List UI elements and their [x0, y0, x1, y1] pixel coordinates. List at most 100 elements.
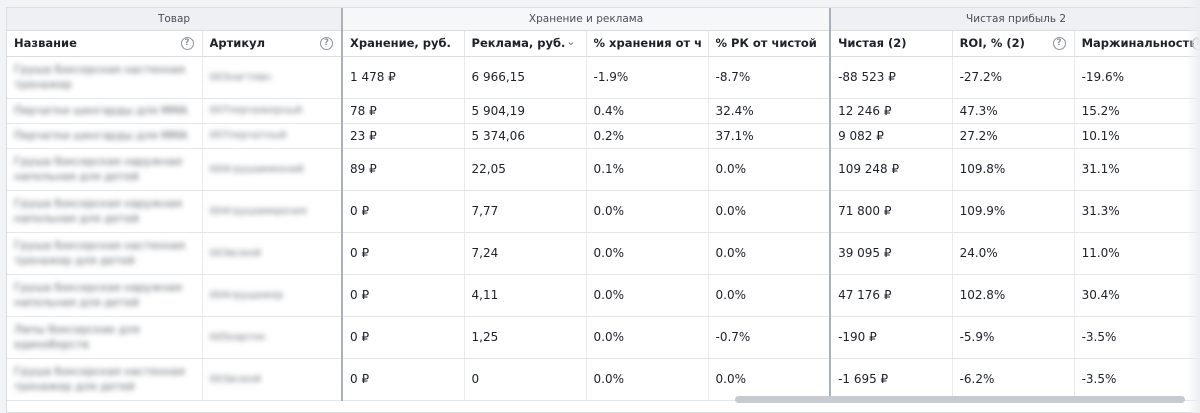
column-header-margin[interactable]: Маржинальность ? — [1074, 30, 1200, 57]
cell-net: 71 800 ₽ — [830, 190, 953, 233]
cell-ad-pct: 0.0% — [708, 232, 832, 275]
sort-chevron-down-icon[interactable]: ⌄ — [566, 34, 576, 48]
cell-net: 47 176 ₽ — [830, 274, 953, 317]
column-header-label: Артикул — [209, 36, 266, 51]
cell-margin: 11.0% — [1074, 232, 1200, 275]
column-header-name[interactable]: Название ? — [7, 30, 203, 57]
help-icon[interactable]: ? — [320, 36, 334, 50]
cell-storage: 23 ₽ — [342, 123, 465, 149]
cell-ads: 22,05 — [464, 148, 587, 191]
column-header-label: Хранение, руб. — [350, 36, 451, 51]
cell-storage-pct: 0.0% — [586, 358, 709, 401]
cell-storage: 89 ₽ — [342, 148, 465, 191]
cell-net: 12 246 ₽ — [830, 98, 953, 124]
cell-margin: 15.2% — [1074, 98, 1200, 124]
cell-margin: 31.3% — [1074, 190, 1200, 233]
product-sku: 003нагтевн — [209, 71, 271, 83]
cell-roi: -5.9% — [952, 316, 1075, 359]
product-name: Груша боксерская наружная напольная для … — [14, 155, 182, 183]
table-row[interactable]: Груша боксерская настенная тренажер 003н… — [7, 56, 1200, 99]
column-header-label: % хранения от чисто — [593, 36, 701, 51]
cell-net: 39 095 ₽ — [830, 232, 953, 275]
cell-ad-pct: 0.0% — [708, 190, 832, 233]
group-header-storage-ads: Хранение и реклама — [342, 8, 832, 31]
cell-margin: 31.1% — [1074, 148, 1200, 191]
cell-storage: 0 ₽ — [342, 358, 465, 401]
column-header-label: Реклама, руб. — [471, 36, 566, 51]
help-icon[interactable]: ? — [1052, 36, 1066, 50]
column-header-label: Чистая (2) — [838, 36, 907, 51]
cell-storage: 0 ₽ — [342, 316, 465, 359]
product-sku: 005картое — [209, 331, 266, 343]
column-header-roi[interactable]: ROI, % (2) ? — [952, 30, 1075, 57]
product-name: Перчатки шенгарды для ММА — [14, 129, 188, 142]
product-sku: 007перчатный — [209, 130, 287, 141]
cell-storage-pct: 0.2% — [586, 123, 709, 149]
table-row[interactable]: Груша боксерская настенная тренажер для … — [7, 358, 1200, 401]
column-header-ads[interactable]: Реклама, руб. ⌄ — [464, 30, 587, 57]
cell-net: -1 695 ₽ — [830, 358, 953, 401]
cell-roi: 109.9% — [952, 190, 1075, 233]
column-header-label: Маржинальность — [1081, 36, 1194, 51]
column-header-label: % РК от чистой — [715, 36, 817, 51]
cell-net: 109 248 ₽ — [830, 148, 953, 191]
cell-roi: -6.2% — [952, 358, 1075, 401]
cell-margin: 10.1% — [1074, 123, 1200, 149]
product-name: Груша боксерская настенная тренажер — [14, 63, 185, 91]
product-name: Груша боксерская наружная напольная для … — [14, 281, 182, 309]
column-header-net[interactable]: Чистая (2) — [830, 30, 953, 57]
cell-storage-pct: -1.9% — [586, 56, 709, 99]
cell-ads: 4,11 — [464, 274, 587, 317]
product-sku: 004грушамжений — [209, 163, 304, 175]
help-icon[interactable]: ? — [180, 36, 194, 50]
cell-storage-pct: 0.0% — [586, 316, 709, 359]
profit-table-panel: Товар Хранение и реклама Чистая прибыль … — [6, 7, 1200, 413]
cell-storage-pct: 0.4% — [586, 98, 709, 124]
cell-margin: -19.6% — [1074, 56, 1200, 99]
horizontal-scrollbar[interactable] — [735, 396, 1185, 403]
product-sku: 004грушамерения — [209, 205, 307, 217]
product-sku: 003всюой — [209, 373, 262, 385]
cell-roi: 109.8% — [952, 148, 1075, 191]
table-row[interactable]: Перчатки шенгарды для ММА 007перчатный 2… — [7, 123, 1200, 149]
product-sku: 003всюой — [209, 247, 262, 259]
cell-storage: 0 ₽ — [342, 274, 465, 317]
cell-storage-pct: 0.0% — [586, 274, 709, 317]
profit-table: Товар Хранение и реклама Чистая прибыль … — [7, 8, 1200, 401]
column-header-storage[interactable]: Хранение, руб. — [342, 30, 465, 57]
cell-ads: 5 904,19 — [464, 98, 587, 124]
cell-margin: -3.5% — [1074, 316, 1200, 359]
cell-storage: 0 ₽ — [342, 232, 465, 275]
cell-roi: -27.2% — [952, 56, 1075, 99]
cell-storage-pct: 0.0% — [586, 232, 709, 275]
cell-ad-pct: 0.0% — [708, 274, 832, 317]
table-row[interactable]: Перчатки шенгарды для ММА 007перчажерный… — [7, 98, 1200, 124]
cell-ad-pct: 32.4% — [708, 98, 832, 124]
cell-ad-pct: 0.0% — [708, 148, 832, 191]
cell-ad-pct: -0.7% — [708, 316, 832, 359]
cell-storage: 1 478 ₽ — [342, 56, 465, 99]
cell-roi: 24.0% — [952, 232, 1075, 275]
table-row[interactable]: Груша боксерская наружная напольная для … — [7, 274, 1200, 317]
cell-roi: 102.8% — [952, 274, 1075, 317]
column-header-storage-pct[interactable]: % хранения от чисто — [586, 30, 709, 57]
group-header-net-profit: Чистая прибыль 2 — [830, 8, 1200, 31]
product-name: Груша боксерская настенная тренажер для … — [14, 365, 185, 393]
table-row[interactable]: Груша боксерская наружная напольная для … — [7, 190, 1200, 233]
column-header-label: Название — [14, 36, 77, 51]
cell-storage-pct: 0.1% — [586, 148, 709, 191]
cell-storage: 0 ₽ — [342, 190, 465, 233]
product-name: Перчатки шенгарды для ММА — [14, 104, 188, 117]
table-row[interactable]: Груша боксерская наружная напольная для … — [7, 148, 1200, 191]
cell-storage-pct: 0.0% — [586, 190, 709, 233]
column-header-sku[interactable]: Артикул ? — [202, 30, 344, 57]
cell-ads: 5 374,06 — [464, 123, 587, 149]
table-row[interactable]: Груша боксерская настенная тренажер для … — [7, 232, 1200, 275]
table-row[interactable]: Лапы боксерские для единоборств 005карто… — [7, 316, 1200, 359]
product-sku: 004грущажер — [209, 289, 284, 301]
column-header-label: ROI, % (2) — [959, 36, 1025, 51]
cell-net: -190 ₽ — [830, 316, 953, 359]
cell-ads: 7,24 — [464, 232, 587, 275]
column-header-ad-pct[interactable]: % РК от чистой — [708, 30, 832, 57]
product-name: Груша боксерская настенная тренажер для … — [14, 239, 185, 267]
